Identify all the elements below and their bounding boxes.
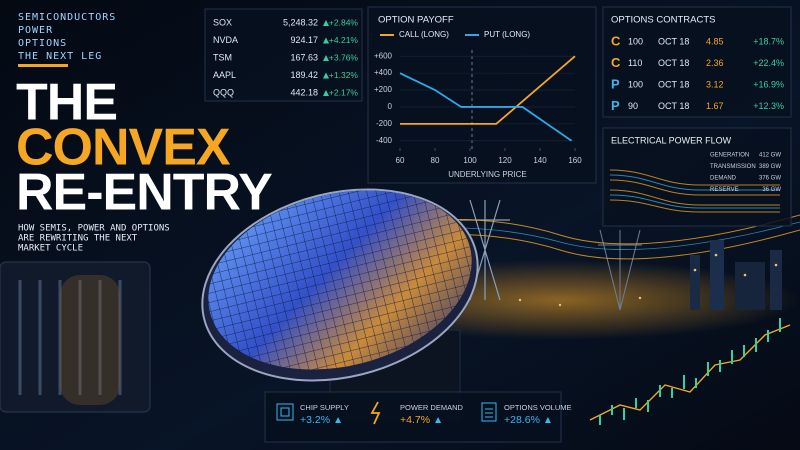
stat-value: +3.2%: [300, 414, 330, 426]
flow-label: TRANSMISSION: [710, 164, 756, 170]
panel-title: ELECTRICAL POWER FLOW: [611, 135, 732, 145]
subtitle: HOW SEMIS, POWER AND OPTIONS: [18, 224, 170, 234]
x-tick-label: 100: [463, 156, 477, 165]
ticker-price: 442.18: [290, 87, 318, 97]
flow-label: DEMAND: [710, 176, 737, 182]
tag: POWER: [18, 25, 53, 36]
stat-value: +4.7%: [400, 414, 430, 426]
option-type: C: [611, 55, 621, 70]
y-tick-label: +400: [374, 68, 393, 77]
flow-lines: [609, 174, 780, 209]
premium-change: +12.3%: [753, 101, 784, 111]
x-axis-label: UNDERLYING PRICE: [448, 170, 527, 179]
premium: 4.85: [706, 36, 724, 46]
ticker-symbol: QQQ: [213, 87, 234, 97]
payoff-line: [399, 72, 573, 142]
ticker-price: 924.17: [290, 35, 318, 45]
up-arrow: [335, 417, 342, 423]
up-arrow: [323, 72, 329, 79]
x-tick-label: 140: [533, 156, 547, 165]
up-arrow: [323, 55, 329, 61]
y-tick-label: 0: [388, 102, 393, 111]
accent-bar: [18, 64, 68, 67]
flow-value: 412 GW: [759, 153, 781, 159]
ticker-change: +1.32%: [329, 70, 359, 80]
tag: THE NEXT LEG: [18, 51, 102, 62]
expiry: OCT 18: [658, 36, 689, 46]
premium: 3.12: [706, 79, 724, 89]
up-arrow: [435, 417, 442, 423]
expiry: OCT 18: [658, 58, 689, 68]
flow-value: 389 GW: [759, 164, 781, 170]
payoff-line: [400, 55, 576, 125]
panel-title: OPTIONS CONTRACTS: [611, 15, 716, 26]
premium-change: +16.9%: [753, 79, 784, 89]
payoff-panel: [367, 6, 597, 184]
strike: 100: [628, 36, 643, 46]
ticker-price: 189.42: [290, 70, 318, 80]
x-tick-label: 160: [568, 156, 582, 165]
flow-lines: [609, 169, 780, 213]
ticker-symbol: AAPL: [213, 70, 236, 80]
ticker-change: +2.17%: [329, 87, 359, 97]
option-type: P: [611, 98, 620, 113]
option-type: C: [611, 33, 621, 48]
ticker-symbol: SOX: [213, 17, 232, 27]
premium: 2.36: [706, 58, 724, 68]
expiry: OCT 18: [658, 79, 689, 89]
y-tick-label: +600: [374, 51, 393, 60]
stats-panel: [264, 391, 562, 443]
premium-change: +22.4%: [753, 58, 784, 68]
flow-label: RESERVE: [710, 187, 739, 193]
y-tick-label: -200: [376, 119, 393, 128]
premium: 1.67: [706, 101, 724, 111]
contracts-panel: [602, 6, 792, 118]
subtitle: MARKET CYCLE: [18, 244, 83, 254]
tag: SEMICONDUCTORS: [18, 12, 116, 23]
legend-label: CALL (LONG): [399, 30, 449, 39]
stat-label: CHIP SUPPLY: [300, 403, 349, 412]
x-tick-label: 60: [396, 156, 405, 165]
stat-label: OPTIONS VOLUME: [504, 403, 572, 412]
title-line: RE-ENTRY: [16, 164, 272, 222]
expiry: OCT 18: [658, 101, 689, 111]
flow-value: 36 GW: [762, 187, 781, 193]
up-arrow: [323, 90, 329, 96]
ticker-symbol: TSM: [213, 52, 232, 62]
premium-change: +18.7%: [753, 36, 784, 46]
ticker-panel: [204, 8, 363, 102]
title-line: THE: [16, 74, 117, 132]
title-line: CONVEX: [16, 119, 231, 177]
stat-value: +28.6%: [504, 414, 540, 426]
strike: 100: [628, 79, 643, 89]
x-tick-label: 80: [431, 156, 440, 165]
chart-title: OPTION PAYOFF: [378, 15, 454, 26]
option-type: P: [611, 76, 620, 91]
stat-label: POWER DEMAND: [400, 403, 464, 412]
x-tick-label: 120: [498, 156, 512, 165]
stat-icons: [276, 401, 497, 425]
flow-label: GENERATION: [710, 153, 749, 159]
up-arrow: [544, 417, 551, 423]
up-arrow: [323, 20, 329, 26]
tag: OPTIONS: [18, 38, 67, 49]
ticker-symbol: NVDA: [213, 35, 238, 45]
strike: 110: [628, 58, 642, 68]
up-arrow: [323, 37, 329, 44]
ticker-change: +3.76%: [329, 52, 359, 62]
flow-value: 376 GW: [759, 176, 781, 182]
legend-label: PUT (LONG): [484, 30, 530, 39]
ticker-change: +2.84%: [329, 17, 359, 27]
y-tick-label: -400: [376, 136, 393, 145]
ticker-change: +4.21%: [329, 35, 359, 45]
strike: 90: [628, 101, 638, 111]
ticker-price: 167.63: [290, 52, 318, 62]
y-tick-label: +200: [374, 85, 393, 94]
subtitle: ARE REWRITING THE NEXT: [18, 234, 138, 244]
ticker-price: 5,248.32: [283, 17, 318, 27]
